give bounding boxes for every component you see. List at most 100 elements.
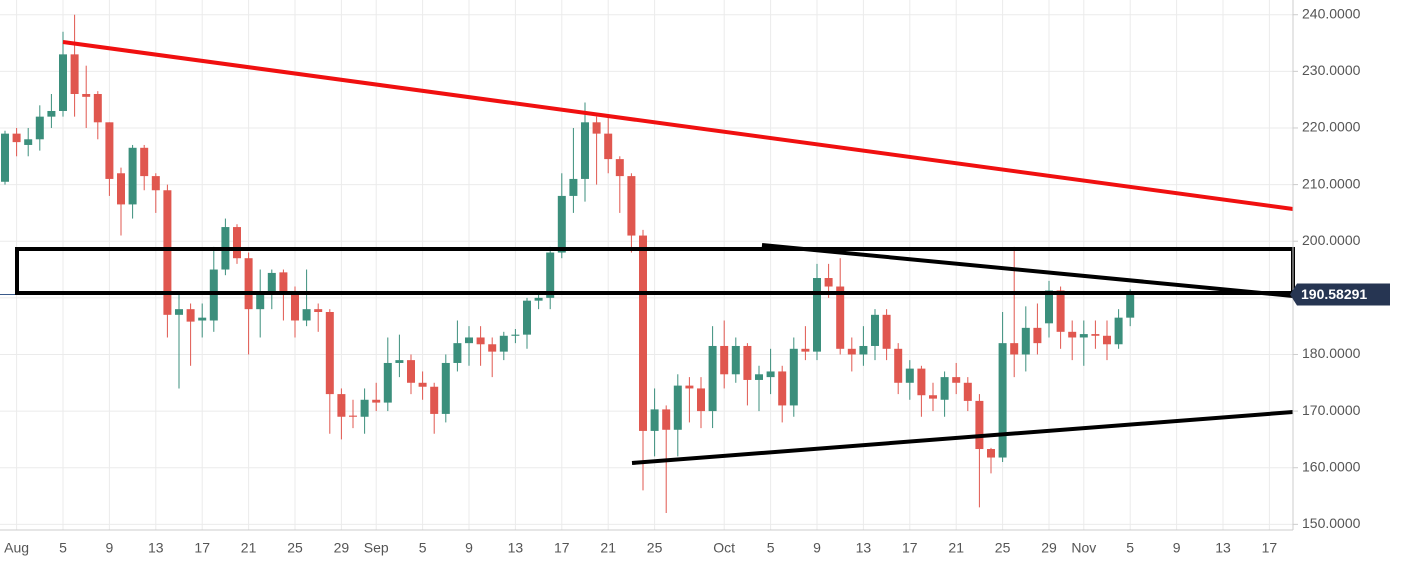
x-tick-label: 13 (1215, 540, 1231, 556)
candle-body (337, 394, 346, 417)
candle-body (488, 344, 497, 352)
candle-body (198, 317, 207, 321)
candle-body (940, 377, 949, 400)
x-tick-label: Aug (4, 540, 29, 556)
candle-body (627, 176, 636, 236)
x-tick-label: 9 (106, 540, 114, 556)
candle-body (441, 362, 450, 414)
candle-body (128, 147, 137, 205)
candle-body (151, 176, 160, 191)
candle-body (789, 348, 798, 406)
candle-body (395, 360, 404, 363)
last-price-tag (1290, 283, 1390, 306)
candle-body (801, 348, 810, 352)
candle-body (882, 314, 891, 349)
candle-body (894, 348, 903, 383)
candle-body (708, 345, 717, 412)
candle-body (59, 54, 67, 111)
candle-body (604, 133, 613, 160)
x-tick-label: 25 (995, 540, 1011, 556)
candle-body (581, 122, 589, 179)
x-tick-label: 21 (600, 540, 616, 556)
x-tick-label: 29 (1041, 540, 1057, 556)
candle-body (1010, 343, 1019, 355)
candle-body (465, 337, 473, 344)
x-tick-label: 13 (856, 540, 872, 556)
candle-body (267, 272, 276, 294)
candle-body (1, 133, 9, 182)
x-tick-label: 25 (287, 540, 303, 556)
candle-body (383, 362, 392, 403)
candle-body (697, 388, 705, 412)
x-tick-label: Nov (1071, 540, 1096, 556)
candle-body (905, 368, 914, 383)
candle-body (778, 371, 787, 406)
y-tick-label: 200.0000 (1302, 232, 1361, 248)
candle-body (499, 335, 508, 352)
candle-body (685, 385, 694, 389)
y-tick-label: 220.0000 (1302, 119, 1361, 135)
candle-body (987, 449, 995, 458)
candle-body (731, 345, 740, 375)
y-tick-label: 170.0000 (1302, 402, 1361, 418)
candle-body (175, 309, 183, 315)
candle-body (592, 122, 601, 134)
support-trendline (631, 410, 1294, 465)
candle-body (291, 292, 299, 321)
candle-body (1079, 334, 1088, 338)
candle-body (105, 122, 114, 179)
candle-body (662, 409, 671, 430)
candle-body (476, 337, 485, 345)
candle-body (917, 368, 926, 396)
candle-body (975, 400, 984, 450)
candle-body (47, 110, 56, 117)
candle-body (24, 139, 33, 145)
y-tick-label: 180.0000 (1302, 345, 1361, 361)
candle-body (511, 334, 520, 336)
candle-body (1103, 335, 1111, 345)
candle-body (1091, 334, 1100, 336)
candle-body (12, 133, 21, 143)
candle-body (372, 399, 381, 403)
x-tick-label: 17 (194, 540, 210, 556)
x-tick-label: 17 (554, 540, 570, 556)
candle-body (117, 173, 125, 205)
candle-body (859, 345, 868, 355)
x-tick-label: 17 (902, 540, 918, 556)
candle-body (233, 227, 241, 259)
candle-body (256, 293, 265, 310)
candle-body (929, 395, 937, 399)
candle-body (35, 116, 44, 140)
candle-body (279, 272, 288, 293)
candle-body (244, 258, 253, 310)
candle-body (418, 382, 427, 387)
candle-body (453, 343, 462, 363)
candle-body (871, 314, 879, 346)
x-tick-label: Sep (364, 540, 389, 556)
candle-body (1114, 317, 1123, 345)
y-tick-label: 210.0000 (1302, 175, 1361, 191)
candle-body (847, 348, 856, 355)
candle-body (963, 382, 972, 401)
x-tick-label: 5 (767, 540, 775, 556)
candle-body (360, 399, 369, 417)
candle-body (1033, 327, 1042, 344)
candle-body (813, 278, 821, 352)
upper-trendline (761, 243, 1294, 298)
candle-body (430, 386, 439, 414)
axis-labels: 150.0000160.0000170.0000180.0000190.0000… (4, 5, 1390, 556)
x-tick-label: 25 (647, 540, 663, 556)
resistance-trendline (62, 40, 1294, 211)
candle-body (824, 278, 833, 287)
candle-body (163, 190, 172, 315)
candle-body (349, 415, 357, 417)
candle-body (569, 178, 578, 196)
candle-body (93, 93, 102, 123)
x-tick-label: 9 (465, 540, 473, 556)
x-tick-label: 29 (334, 540, 350, 556)
candle-body (140, 147, 149, 177)
x-tick-label: 21 (241, 540, 257, 556)
candle-body (766, 371, 775, 378)
candle-body (82, 93, 91, 97)
